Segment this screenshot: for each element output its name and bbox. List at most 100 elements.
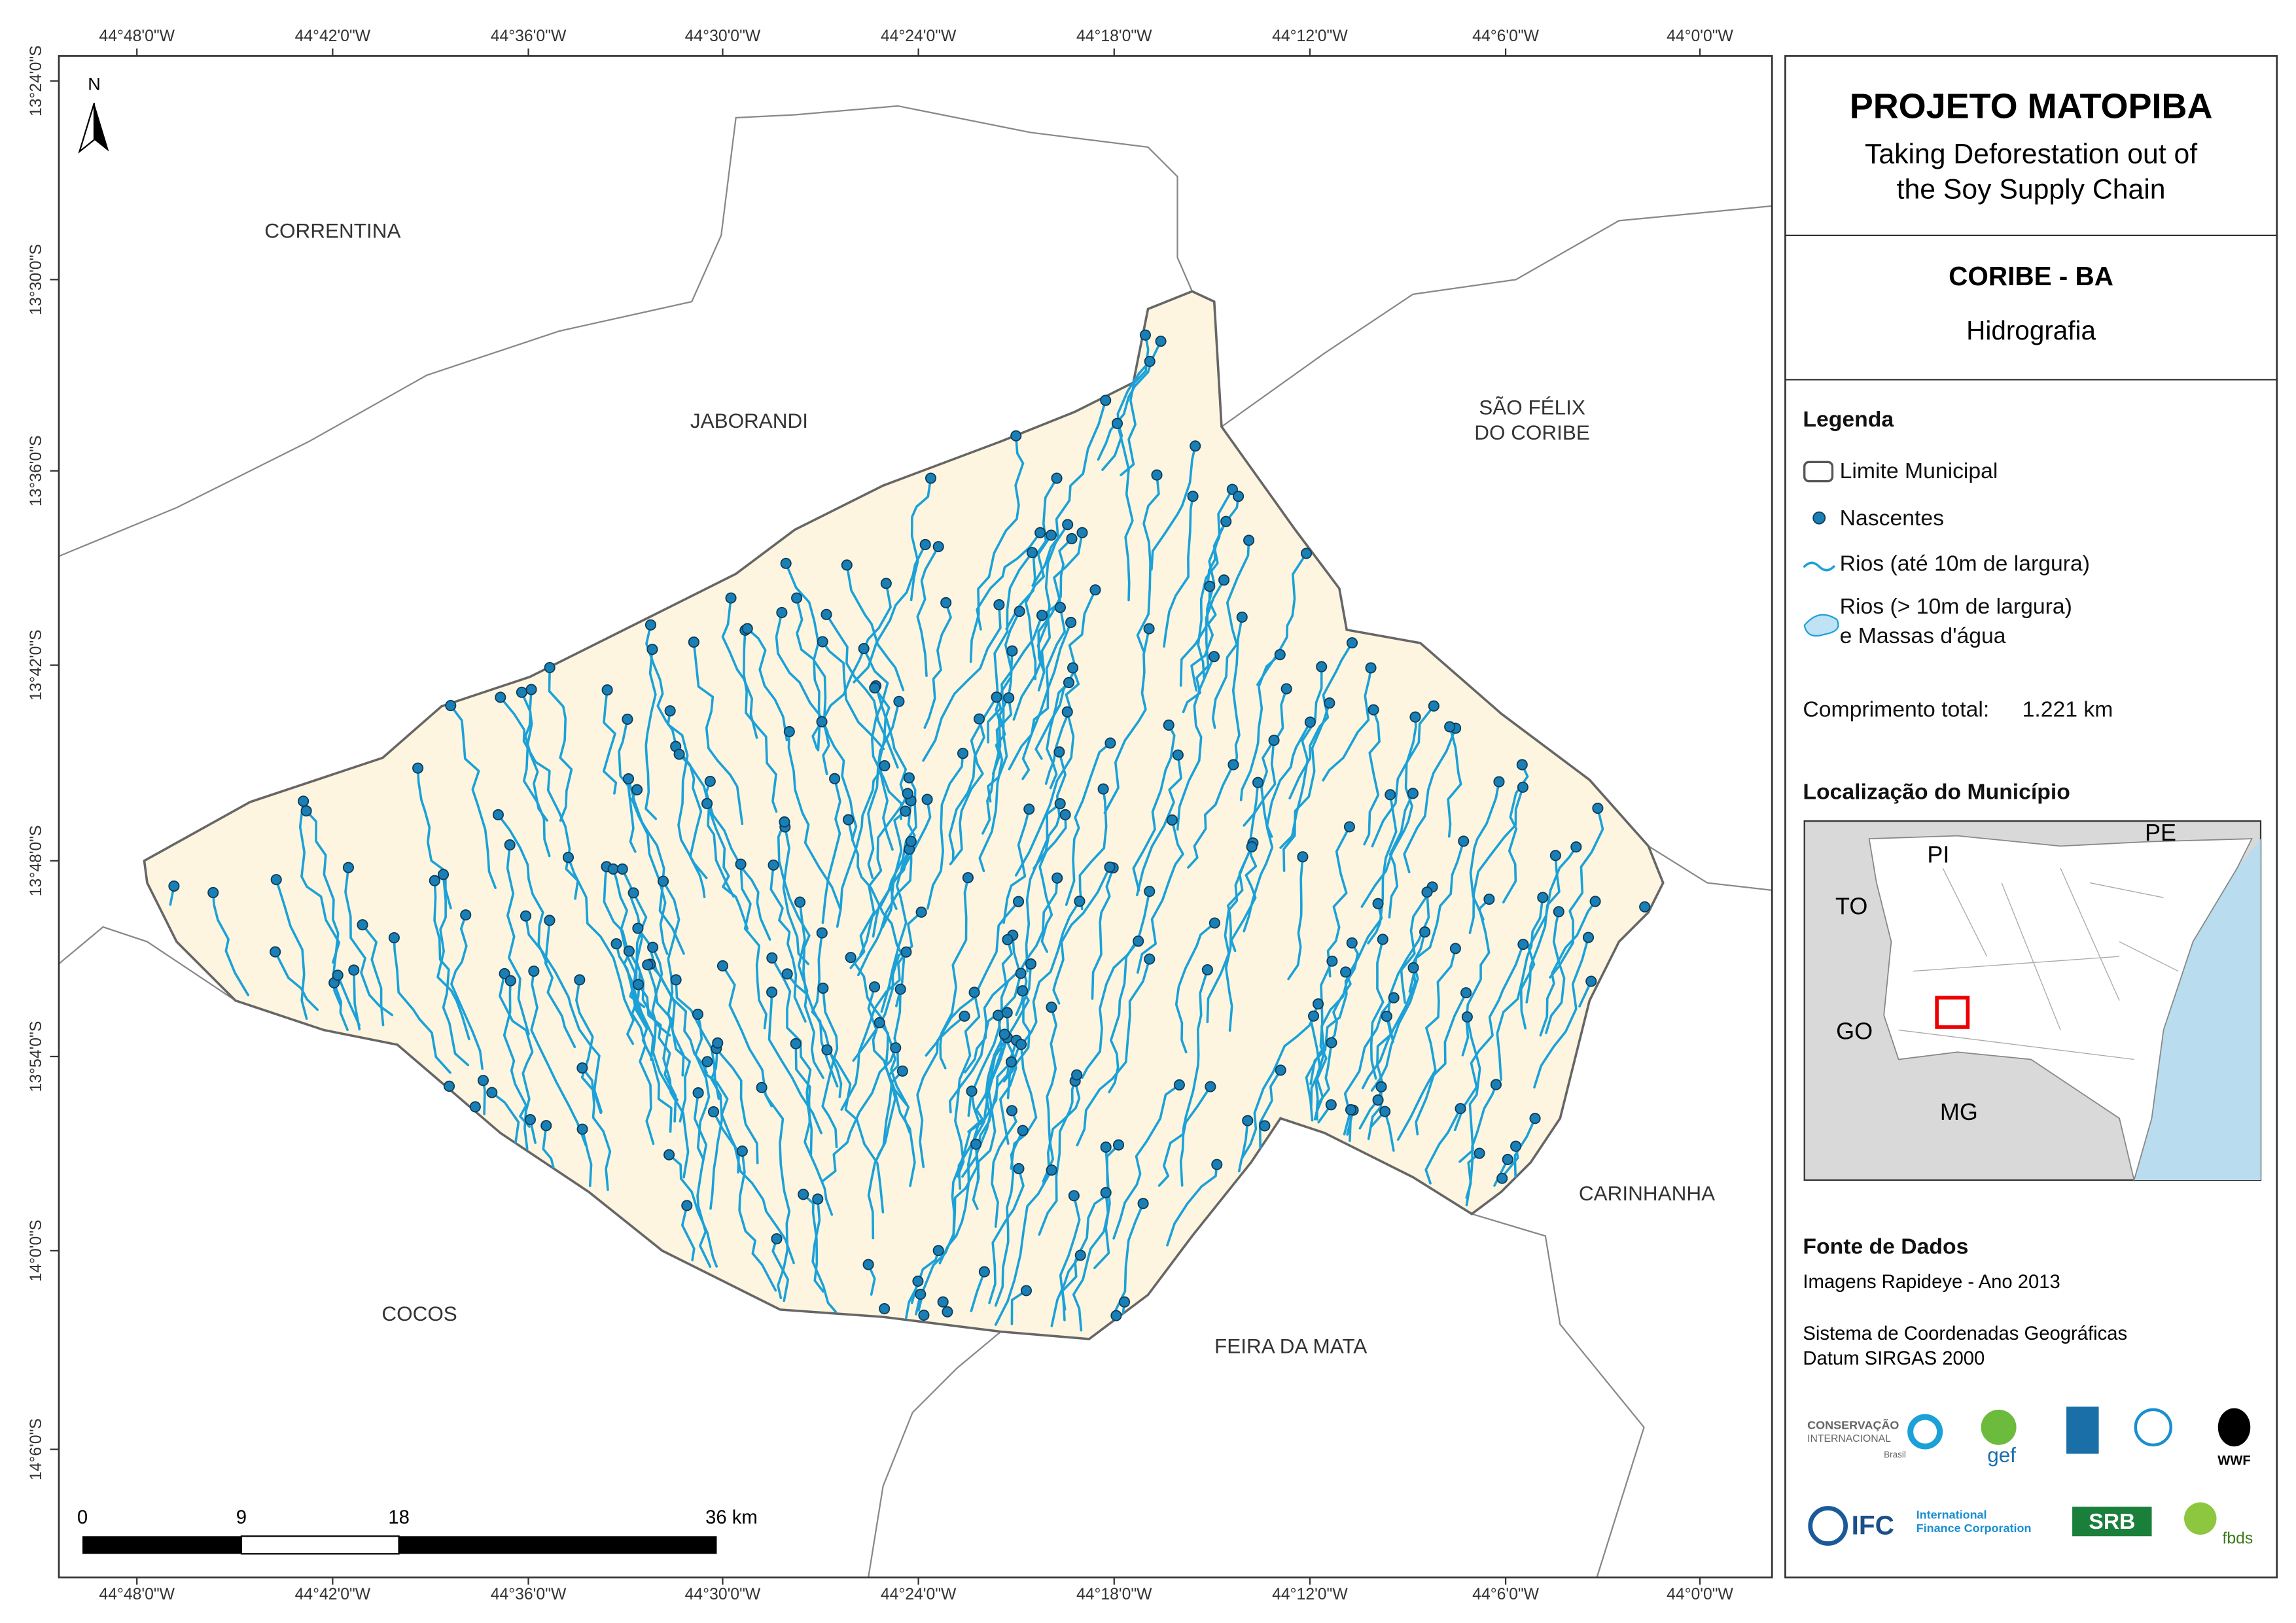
spring — [942, 1306, 953, 1318]
spring — [429, 875, 440, 886]
river — [275, 878, 308, 1021]
spring — [1063, 676, 1075, 689]
spring — [716, 960, 728, 972]
river — [1136, 474, 1160, 652]
x-tick-label: 44°48'0"W — [99, 1586, 175, 1603]
spring — [874, 1017, 885, 1028]
logo-text: Finance Corporation — [1916, 1522, 2032, 1535]
river — [675, 979, 720, 1100]
spring — [957, 748, 969, 759]
river — [1065, 742, 1112, 906]
river — [1012, 523, 1069, 721]
spring — [1537, 892, 1549, 903]
river — [1182, 578, 1226, 714]
spring — [1340, 966, 1352, 978]
spring — [932, 541, 944, 553]
river — [1465, 1152, 1481, 1199]
river — [880, 848, 911, 1013]
y-tick-label: 13°30'0"S — [27, 244, 45, 315]
spring — [900, 946, 912, 958]
subtitle: Taking Deforestation out of — [1865, 139, 2197, 170]
spring — [779, 816, 790, 828]
legend-label: Rios (até 10m de largura) — [1840, 551, 2090, 576]
spring — [1326, 955, 1338, 967]
river — [506, 843, 530, 1036]
spring — [1275, 1064, 1286, 1076]
river — [499, 696, 579, 900]
river — [1211, 539, 1250, 729]
spring — [1242, 1115, 1254, 1126]
spring — [1381, 1011, 1392, 1022]
river — [811, 1198, 838, 1314]
spring — [768, 859, 779, 871]
river — [1010, 1043, 1038, 1170]
river — [1322, 667, 1372, 782]
spring — [817, 983, 829, 994]
river — [692, 640, 744, 826]
spring — [460, 909, 472, 921]
river — [840, 951, 908, 1111]
river — [1230, 781, 1260, 952]
spring — [1205, 1081, 1216, 1092]
spring — [681, 1200, 693, 1212]
logo-text: INTERNACIONAL — [1807, 1433, 1891, 1444]
spring — [1144, 886, 1156, 898]
map-area: N 44°48'0"W 44°48'0"W 44°42'0"W 44°42'0"W 44… — [27, 27, 1773, 1603]
river — [797, 901, 824, 1079]
river — [991, 1109, 1017, 1228]
river — [1400, 886, 1434, 1004]
river — [1496, 896, 1544, 1081]
spring — [821, 1044, 833, 1056]
spring — [829, 773, 841, 784]
spring — [623, 945, 635, 957]
river — [631, 788, 669, 955]
river — [923, 601, 952, 729]
legend-symbol — [1803, 461, 1834, 483]
springs — [168, 329, 1651, 1321]
river — [211, 891, 250, 997]
river — [274, 951, 319, 1011]
spring — [1372, 898, 1384, 909]
x-tick-label: 44°42'0"W — [295, 1586, 371, 1603]
river — [344, 866, 394, 1017]
river — [969, 434, 1025, 663]
river — [1002, 808, 1031, 924]
scale-label: 9 — [236, 1507, 247, 1528]
spring — [622, 773, 635, 785]
spring — [1089, 584, 1101, 596]
spring — [776, 606, 788, 618]
place-label: CARINHANHA — [1579, 1181, 1715, 1205]
river — [503, 979, 531, 1128]
river — [1367, 794, 1398, 945]
river — [1176, 655, 1216, 831]
spring — [1490, 1079, 1502, 1091]
spring — [1074, 1249, 1086, 1261]
spring — [632, 922, 644, 934]
spring — [544, 915, 556, 926]
river — [988, 1167, 1025, 1304]
river — [1136, 754, 1182, 897]
river — [1258, 1069, 1282, 1149]
river — [874, 686, 908, 805]
spring — [1300, 548, 1313, 559]
boundary — [1472, 1213, 1645, 1578]
spring — [1010, 430, 1022, 442]
river — [1078, 788, 1108, 911]
place-label: COCOS — [381, 1302, 457, 1325]
spring — [1582, 932, 1595, 943]
spring — [1014, 606, 1025, 618]
legend-symbol — [1803, 561, 1835, 572]
spring — [642, 959, 654, 971]
spring — [1252, 777, 1264, 788]
spring — [601, 684, 613, 696]
river — [1243, 688, 1288, 827]
river — [1025, 802, 1062, 973]
spring — [504, 839, 516, 851]
spring — [1005, 1056, 1017, 1068]
spring — [1034, 527, 1046, 538]
spring — [766, 952, 778, 964]
spring — [879, 759, 891, 772]
spring — [1474, 1147, 1485, 1159]
spring — [647, 941, 659, 953]
river — [1424, 1107, 1462, 1185]
